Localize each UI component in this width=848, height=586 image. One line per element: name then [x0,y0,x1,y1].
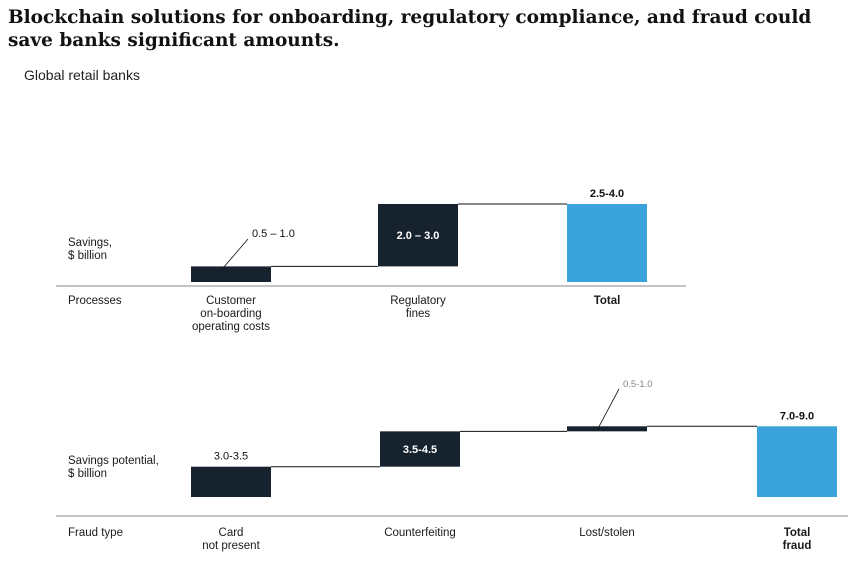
category-label: Regulatory [390,295,446,307]
callout-leader-line [220,238,249,271]
waterfall-bar [567,204,647,282]
y-axis-label: $ billion [68,468,107,480]
waterfall-bar [567,426,647,432]
category-label: Total [594,295,621,307]
category-label: Customer [206,295,256,307]
category-axis-title: Fraud type [68,527,123,539]
waterfall-bar [380,431,460,467]
value-label: 0.5 – 1.0 [252,228,295,240]
category-label: Total [784,527,811,539]
waterfall-bar [191,466,271,497]
y-axis-label: Savings potential, [68,455,159,467]
category-label: fraud [783,540,812,552]
category-label: not present [202,540,260,552]
value-label: 0.5-1.0 [623,379,653,390]
value-label: 2.0 – 3.0 [397,230,440,242]
y-axis-label: $ billion [68,250,107,262]
value-label: 2.5-4.0 [590,188,624,200]
category-axis-title: Processes [68,295,122,307]
category-label: fines [406,308,431,320]
value-label: 3.0-3.5 [214,451,248,463]
chart-subtitle: Global retail banks [24,67,140,83]
waterfall-bar [378,204,458,267]
value-label: 3.5-4.5 [403,444,437,456]
category-label: on-boarding [200,308,261,320]
category-label: operating costs [192,321,270,333]
callout-leader-line [596,388,620,431]
value-label: 7.0-9.0 [780,410,814,422]
y-axis-label: Savings, [68,237,112,249]
waterfall-bar [191,266,271,282]
category-label: Card [219,527,244,539]
category-label: Counterfeiting [384,527,456,539]
waterfall-bar [757,426,837,497]
category-label: Lost/stolen [579,527,635,539]
chart-title: Blockchain solutions for onboarding, reg… [8,7,812,51]
